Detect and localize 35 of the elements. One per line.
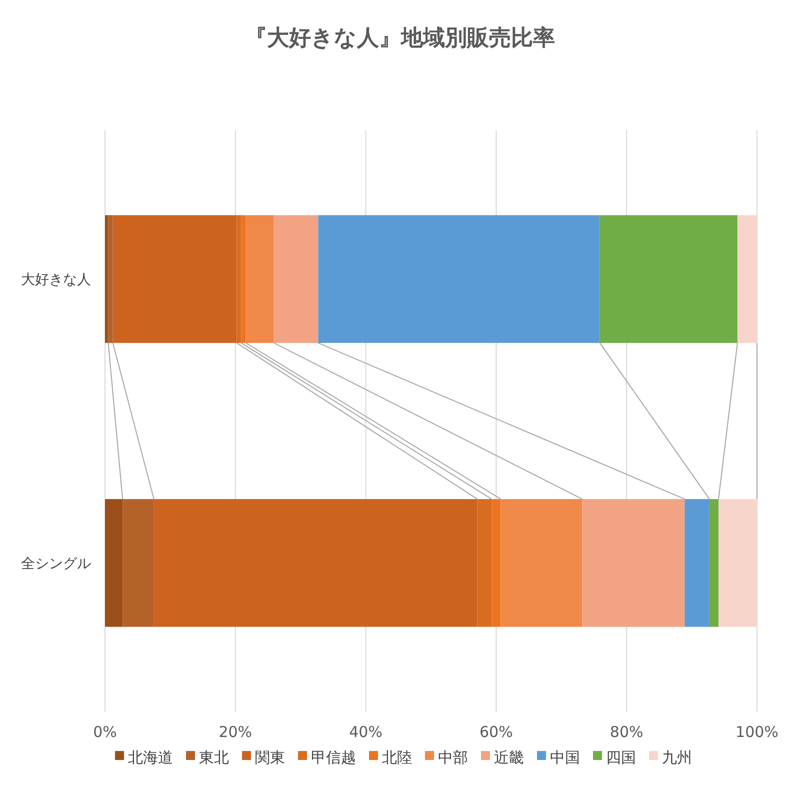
y-tick-label: 大好きな人 xyxy=(21,272,91,288)
legend-label: 九州 xyxy=(662,748,692,766)
x-tick-label: 100% xyxy=(736,723,778,741)
bar xyxy=(709,499,719,627)
bar xyxy=(274,215,318,343)
y-tick-label: 全シングル xyxy=(21,556,91,572)
legend-label: 甲信越 xyxy=(311,748,356,766)
bar xyxy=(600,215,738,343)
bar xyxy=(122,499,154,627)
bar xyxy=(737,215,757,343)
bar xyxy=(684,499,710,627)
legend-label: 北海道 xyxy=(128,748,173,766)
bar xyxy=(241,215,246,343)
chart-title: 『大好きな人』地域別販売比率 xyxy=(245,25,555,51)
x-tick-label: 60% xyxy=(480,723,513,741)
bar xyxy=(105,499,123,627)
legend-label: 中国 xyxy=(550,748,580,766)
bar xyxy=(246,215,274,343)
legend-label: 中部 xyxy=(438,748,468,766)
bar xyxy=(105,215,108,343)
bar xyxy=(500,499,582,627)
x-tick-label: 0% xyxy=(93,723,117,741)
bar xyxy=(108,215,113,343)
legend-label: 関東 xyxy=(255,748,285,766)
bar xyxy=(492,499,501,627)
bar xyxy=(318,215,600,343)
x-tick-label: 40% xyxy=(349,723,382,741)
bar xyxy=(582,499,685,627)
legend-label: 北陸 xyxy=(382,748,412,766)
x-tick-label: 80% xyxy=(610,723,644,741)
x-tick-label: 20% xyxy=(218,723,252,741)
legend-label: 東北 xyxy=(199,748,229,766)
legend-label: 近畿 xyxy=(494,748,524,766)
bar xyxy=(718,499,757,627)
legend-label: 四国 xyxy=(606,748,636,766)
